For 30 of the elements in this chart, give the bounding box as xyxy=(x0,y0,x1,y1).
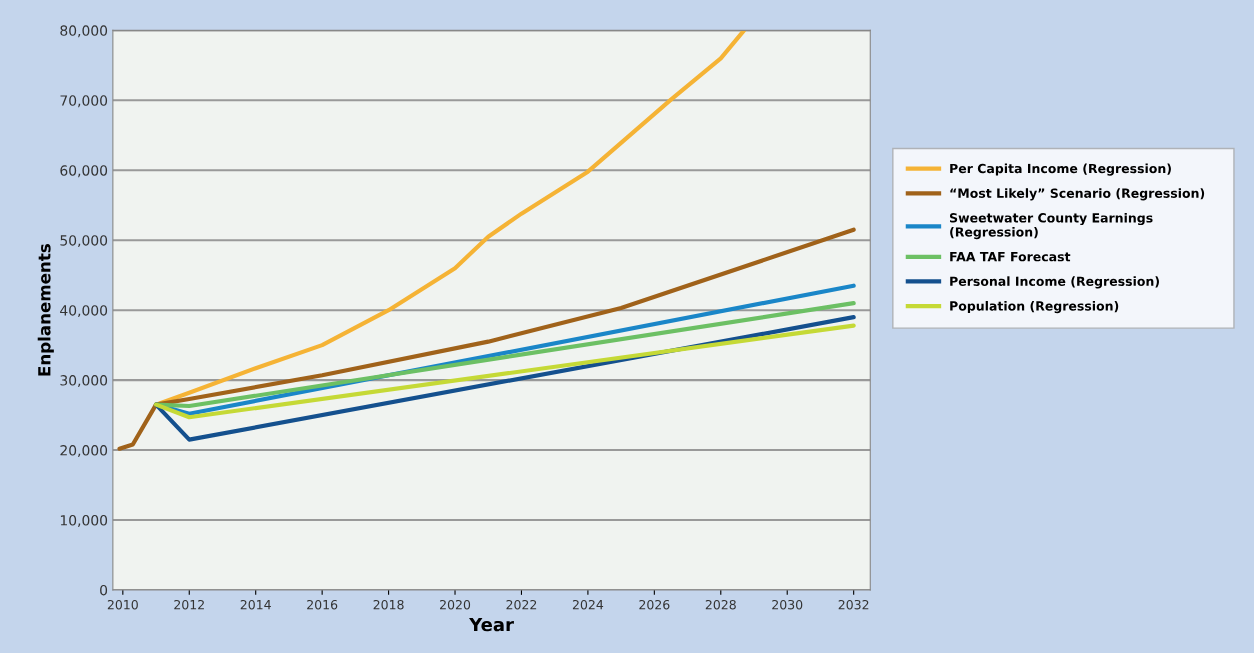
x-tick-label: 2012 xyxy=(174,599,204,610)
y-axis-title: Enplanements xyxy=(37,244,54,376)
line-series xyxy=(117,227,856,451)
y-tick-label: 10,000 xyxy=(60,515,108,527)
y-tick-label: 70,000 xyxy=(60,95,108,108)
x-tick-label: 2018 xyxy=(373,599,404,610)
x-tick-label: 2024 xyxy=(572,599,604,610)
legend-label: Population (Regression) xyxy=(950,300,1119,314)
x-tick-label: 2020 xyxy=(440,599,471,610)
legend-label: “Most Likely” Scenario (Regression) xyxy=(950,188,1205,201)
y-tick-label: 60,000 xyxy=(60,165,108,178)
y-tick-label: 20,000 xyxy=(60,445,108,457)
x-tick-label: 2016 xyxy=(307,599,338,610)
legend-label: FAA TAF Forecast xyxy=(950,252,1071,262)
x-axis-title: Year xyxy=(469,617,514,632)
y-tick-label: 0 xyxy=(100,584,108,596)
y-tick-label: 50,000 xyxy=(60,235,108,248)
x-tick-label: 2026 xyxy=(639,599,670,610)
x-tick-label: 2030 xyxy=(772,599,803,610)
x-tick-label: 2028 xyxy=(705,599,736,610)
x-tick-label: 2014 xyxy=(240,599,271,610)
x-tick-label: 2010 xyxy=(107,599,138,610)
y-tick-label: 30,000 xyxy=(60,375,108,388)
legend-label: Sweetwater County Earnings (Regression) xyxy=(949,212,1153,240)
legend-label: Personal Income (Regression) xyxy=(950,276,1159,289)
legend-label: Per Capita Income (Regression) xyxy=(950,163,1171,176)
y-tick-label: 40,000 xyxy=(60,305,108,318)
x-tick-label: 2032 xyxy=(838,599,869,610)
y-tick-label: 80,000 xyxy=(60,25,108,38)
x-tick-label: 2022 xyxy=(506,599,537,610)
